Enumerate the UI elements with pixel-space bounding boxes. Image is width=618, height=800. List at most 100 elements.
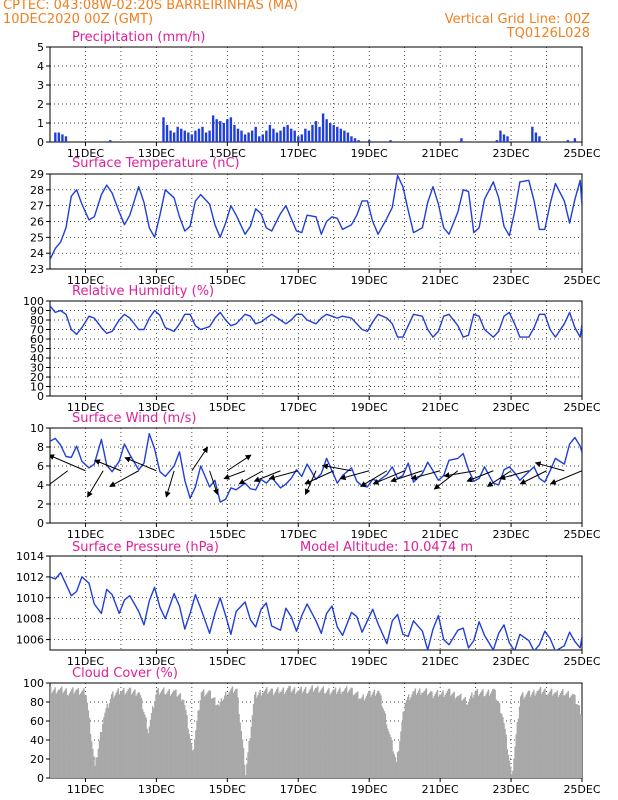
cloud-bar (526, 692, 528, 778)
cloud-bar (242, 747, 245, 778)
rh-xtick-label: 11DEC (67, 401, 104, 414)
cloud-bar (61, 686, 63, 778)
panel-pressure (46, 555, 583, 654)
cloud-bar (343, 689, 346, 778)
cloud-bar (384, 713, 387, 778)
cloud-xtick-label: 25DEC (563, 783, 600, 796)
cloud-bar (115, 692, 117, 778)
cloud-bar (492, 689, 494, 778)
cloud-bar (480, 692, 482, 778)
cloud-bar (330, 693, 332, 778)
pressure-ytick-label: 1010 (16, 592, 44, 605)
cloud-bar (424, 689, 427, 778)
wind-vector (109, 470, 139, 487)
precip-bar (243, 134, 247, 142)
cloud-bar (77, 687, 80, 778)
cloud-bar (144, 714, 146, 778)
cloud-bar (205, 694, 207, 778)
precip-title: Precipitation (mm/h) (72, 30, 205, 45)
cloud-bar (439, 694, 441, 778)
cloud-bar (181, 699, 184, 778)
cloud-bar (92, 748, 94, 778)
precip-bar (258, 136, 261, 142)
cloud-bar (353, 694, 356, 778)
cloud-xtick-label: 21DEC (422, 783, 459, 796)
rh-ytick-label: 0 (37, 390, 44, 403)
cloud-bar (422, 692, 424, 778)
cloud-bar (395, 761, 398, 778)
cloud-xtick-label: 15DEC (209, 783, 246, 796)
cloud-bar (407, 694, 410, 778)
cloud-bar (557, 697, 560, 778)
cloud-bar (269, 690, 271, 778)
precip-bar (109, 140, 112, 142)
cloud-bar (127, 689, 129, 778)
cloud-bar (194, 739, 196, 778)
wind-xtick-label: 19DEC (351, 528, 388, 541)
cloud-bar (429, 692, 431, 778)
precip-bar (336, 126, 339, 142)
precip-bar (275, 132, 279, 142)
precip-xtick-label: 11DEC (67, 147, 104, 160)
cloud-bar (467, 701, 470, 778)
cloud-bar (67, 695, 70, 778)
cloud-bar (230, 688, 233, 778)
precip-bar (353, 138, 357, 142)
cloud-bar (207, 691, 209, 778)
cloud-bar (311, 685, 313, 778)
cloud-bar (342, 691, 345, 778)
cloud-bar (252, 703, 255, 778)
wind-vector (87, 470, 104, 498)
cloud-bar (406, 697, 409, 778)
cloud-bar (119, 692, 122, 778)
cloud-bar (436, 690, 439, 778)
cloud-bar (296, 692, 298, 778)
precip-bar (289, 128, 293, 142)
cloud-bar (151, 706, 154, 778)
cloud-bar (99, 732, 102, 778)
cloud-bar (299, 688, 301, 778)
rh-ytick-label: 40 (30, 352, 44, 365)
cloud-bar (362, 694, 364, 778)
rh-ytick-label: 70 (30, 324, 44, 337)
cloud-bar (55, 693, 57, 778)
panel-cloud (46, 682, 583, 782)
precip-bar (247, 132, 250, 142)
cloud-bar (191, 750, 194, 778)
cloud-bar (392, 751, 394, 778)
cloud-bar (382, 708, 384, 778)
wind-vector (466, 470, 494, 483)
cloud-bar (340, 693, 342, 778)
precip-bar (229, 117, 233, 142)
cloud-bar (572, 693, 574, 778)
cloud-bar (376, 691, 379, 778)
wind-vector (372, 470, 405, 485)
pressure-ytick-label: 1012 (16, 571, 44, 584)
cloud-ytick-label: 20 (30, 753, 44, 766)
cloud-bar (468, 698, 471, 778)
cloud-bar (434, 694, 436, 778)
cloud-bar (517, 718, 520, 778)
cloud-bar (136, 694, 138, 778)
cloud-bar (158, 694, 161, 778)
cloud-bar (440, 694, 442, 778)
cloud-bar (173, 690, 175, 778)
cloud-bar (324, 693, 327, 778)
cloud-bar (493, 688, 495, 778)
cloud-bar (496, 700, 499, 778)
cloud-bar (279, 691, 281, 778)
precip-bar (219, 121, 222, 142)
cloud-bar (484, 696, 486, 778)
wind-xtick-label: 21DEC (422, 528, 459, 541)
cloud-bar (125, 692, 127, 778)
cloud-bar (355, 692, 358, 778)
cloud-bar (449, 688, 451, 778)
cloud-xtick-label: 11DEC (67, 783, 104, 796)
precip-bar (279, 130, 282, 142)
cloud-bar (323, 693, 326, 778)
cloud-bar (394, 757, 397, 778)
cloud-bar (126, 691, 128, 778)
cloud-bar (276, 689, 278, 778)
cloud-bar (63, 691, 65, 778)
cloud-bar (573, 694, 575, 778)
